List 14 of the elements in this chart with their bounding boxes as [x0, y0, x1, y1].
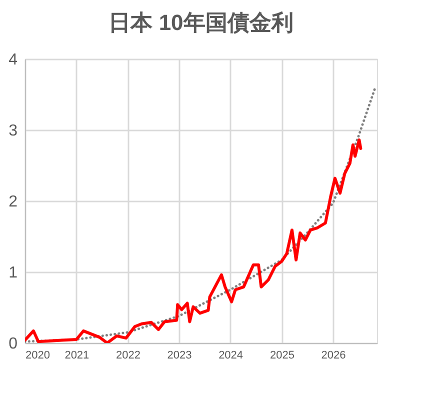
x-tick-label: 2021 [64, 350, 90, 362]
y-tick-label: 4 [8, 52, 18, 68]
x-tick-label: 2026 [321, 350, 346, 362]
y-tick-label: 1 [8, 264, 18, 282]
x-tick-label: 2023 [167, 350, 192, 362]
y-tick-label: 2 [8, 194, 18, 210]
x-tick-label: 2025 [270, 350, 294, 362]
chart-title: 日本 10年国債金利 [108, 10, 294, 35]
x-tick-label: 2022 [116, 350, 140, 362]
x-tick-label: 2024 [218, 350, 244, 362]
y-tick-label: 3 [8, 122, 18, 140]
x-tick-label: 2020 [26, 350, 50, 362]
y-tick-label: 0 [8, 336, 18, 352]
line-series [25, 138, 362, 343]
